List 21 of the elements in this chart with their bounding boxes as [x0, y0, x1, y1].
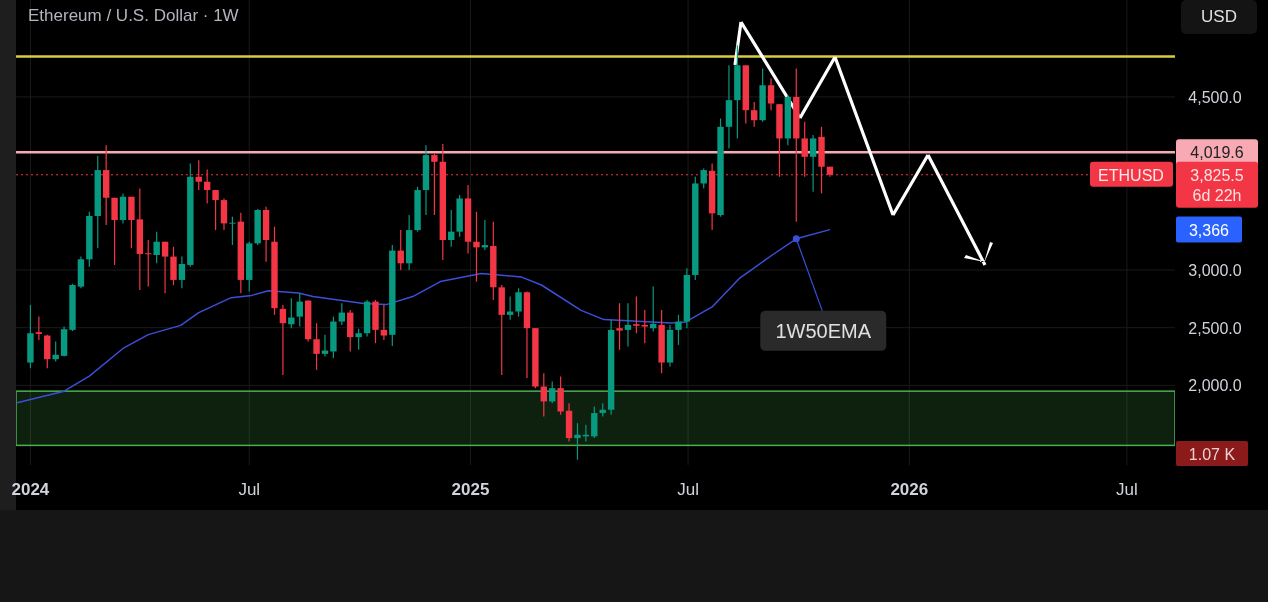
chart-title: Ethereum / U.S. Dollar · 1W: [28, 6, 239, 25]
price-tag: 3,366: [1176, 216, 1242, 243]
ref-line-label: 3,825.5: [1190, 166, 1244, 184]
annotation: ETHUSD: [1098, 166, 1164, 184]
y-tick-label: 2,000.0: [1188, 377, 1242, 395]
x-tick-label: 2026: [890, 480, 929, 499]
volume-tag: 1.07 K: [1176, 441, 1248, 466]
ref-line-label: 4,019.6: [1190, 144, 1244, 162]
price-tag: 4,019.6: [1176, 139, 1258, 166]
x-tick-label: Jul: [1116, 480, 1138, 499]
y-tick-label: 4,500.0: [1188, 88, 1242, 106]
x-tick-label: 2024: [11, 480, 50, 499]
currency-button: USD: [1181, 0, 1257, 34]
callout-box: 1W50EMA: [760, 235, 887, 351]
y-tick-label: 2,500.0: [1188, 319, 1242, 337]
text: 6d 22h: [1192, 186, 1242, 204]
symbol-tag: ETHUSD: [1090, 161, 1173, 187]
x-tick-label: Jul: [238, 480, 261, 499]
x-tick-label: Jul: [677, 480, 699, 499]
x-tick-label: 2025: [451, 480, 490, 499]
y-tick-label: 3,000.0: [1188, 262, 1242, 279]
